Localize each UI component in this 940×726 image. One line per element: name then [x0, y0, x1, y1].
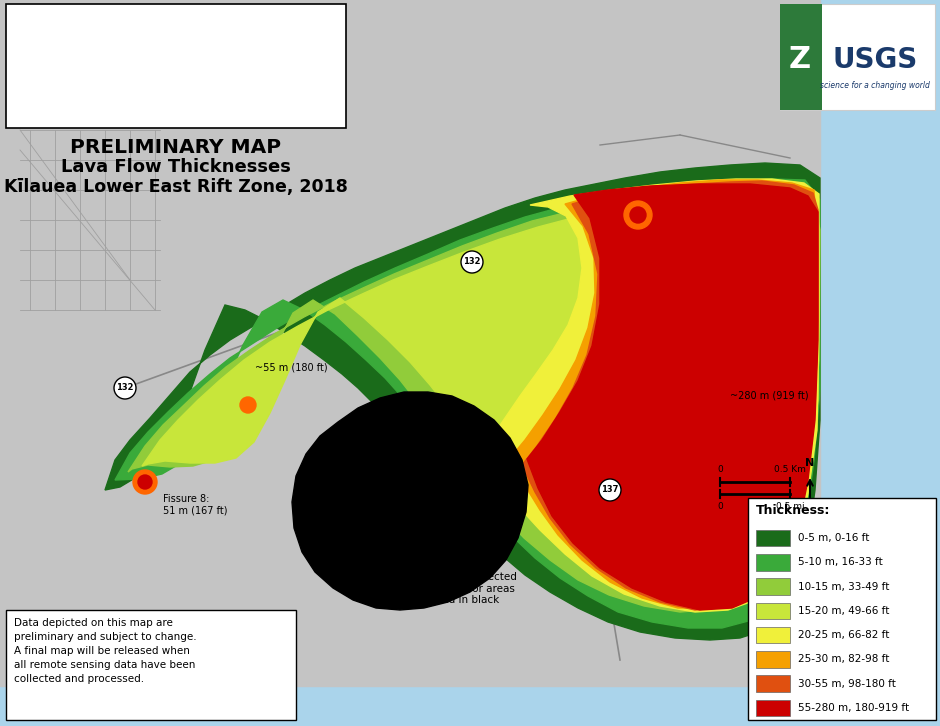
Bar	[756, 651, 790, 668]
Text: 0: 0	[717, 465, 723, 474]
Polygon shape	[142, 189, 819, 602]
Polygon shape	[820, 0, 940, 726]
Bar	[756, 603, 790, 619]
Polygon shape	[0, 680, 940, 726]
Text: Lava Flow Thicknesses: Lava Flow Thicknesses	[61, 158, 291, 176]
Circle shape	[114, 377, 136, 399]
Bar	[748, 498, 936, 720]
Text: 0: 0	[717, 502, 723, 511]
Bar	[756, 530, 790, 547]
Polygon shape	[105, 163, 820, 640]
Text: Z: Z	[789, 46, 811, 75]
Text: 20-25 m, 66-82 ft: 20-25 m, 66-82 ft	[798, 630, 889, 640]
Text: Thickness:: Thickness:	[756, 504, 830, 517]
Text: 0.5 Km: 0.5 Km	[774, 465, 806, 474]
Circle shape	[138, 475, 152, 489]
Text: 0-5 m, 0-16 ft: 0-5 m, 0-16 ft	[798, 533, 870, 543]
Polygon shape	[416, 490, 456, 528]
Polygon shape	[115, 179, 820, 628]
Text: science for a changing world: science for a changing world	[820, 81, 930, 89]
Circle shape	[630, 207, 646, 223]
Circle shape	[461, 251, 483, 273]
Circle shape	[599, 479, 621, 501]
Text: 25-30 m, 82-98 ft: 25-30 m, 82-98 ft	[798, 654, 889, 664]
Text: ~55 m (180 ft): ~55 m (180 ft)	[255, 362, 328, 372]
Text: Kīlauea Lower East Rift Zone, 2018: Kīlauea Lower East Rift Zone, 2018	[4, 178, 348, 196]
Polygon shape	[510, 180, 818, 608]
Polygon shape	[522, 181, 818, 610]
Bar	[756, 700, 790, 716]
Text: 0.5 mi: 0.5 mi	[776, 502, 805, 511]
Text: 132: 132	[117, 383, 133, 393]
FancyBboxPatch shape	[780, 4, 935, 110]
Bar	[756, 627, 790, 643]
Bar	[6, 610, 296, 720]
Text: 15-20 m, 49-66 ft: 15-20 m, 49-66 ft	[798, 606, 889, 616]
Polygon shape	[406, 444, 432, 468]
Text: 5-10 m, 16-33 ft: 5-10 m, 16-33 ft	[798, 558, 883, 568]
Polygon shape	[128, 186, 820, 612]
Text: Fissure 8:
51 m (167 ft): Fissure 8: 51 m (167 ft)	[163, 494, 227, 515]
Bar	[756, 554, 790, 571]
Text: 55-280 m, 180-919 ft: 55-280 m, 180-919 ft	[798, 703, 909, 713]
Text: PRELIMINARY MAP: PRELIMINARY MAP	[70, 138, 282, 157]
Text: 137: 137	[602, 486, 619, 494]
Circle shape	[624, 201, 652, 229]
Text: N: N	[806, 458, 815, 468]
Text: USGS: USGS	[833, 46, 917, 74]
Circle shape	[240, 397, 256, 413]
Text: Data depicted on this map are
preliminary and subject to change.
A final map wil: Data depicted on this map are preliminar…	[14, 618, 196, 684]
Bar	[756, 579, 790, 595]
Text: 132: 132	[463, 258, 480, 266]
Text: 10-15 m, 33-49 ft: 10-15 m, 33-49 ft	[798, 582, 889, 592]
Circle shape	[133, 470, 157, 494]
Polygon shape	[0, 0, 820, 686]
Text: ~280 m (919 ft): ~280 m (919 ft)	[730, 390, 808, 400]
Text: Data still being collected
and processed for areas
displayed in black: Data still being collected and processed…	[387, 572, 517, 605]
Bar	[780, 4, 822, 110]
FancyBboxPatch shape	[6, 4, 346, 128]
Polygon shape	[0, 686, 940, 726]
Polygon shape	[480, 179, 819, 612]
Polygon shape	[352, 456, 385, 488]
Text: 30-55 m, 98-180 ft: 30-55 m, 98-180 ft	[798, 679, 896, 689]
Bar	[756, 675, 790, 692]
Polygon shape	[527, 184, 818, 610]
Polygon shape	[292, 392, 528, 610]
